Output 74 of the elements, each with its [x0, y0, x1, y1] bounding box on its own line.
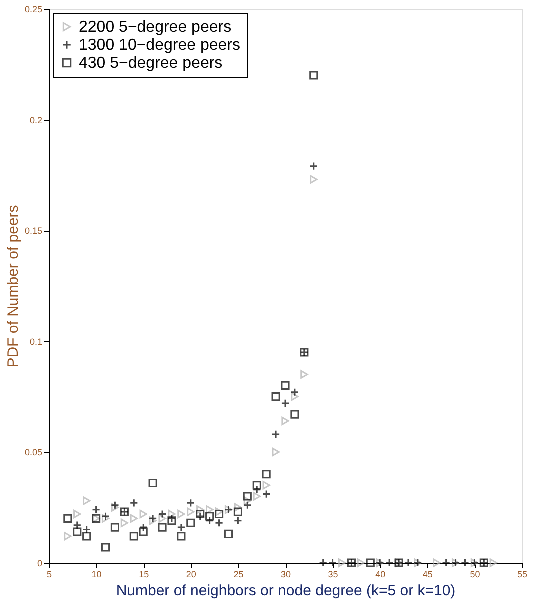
- x-tick-label: 15: [139, 570, 150, 580]
- point: [272, 448, 280, 456]
- point: [130, 514, 138, 523]
- point: [178, 510, 186, 519]
- point: [366, 558, 375, 568]
- point: [206, 506, 214, 514]
- point: [433, 558, 441, 568]
- x-tick-label: 55: [517, 570, 528, 580]
- y-axis-title: PDF of Number of peers: [4, 205, 22, 368]
- y-tick-label: 0.2: [30, 115, 42, 126]
- point: [282, 416, 290, 426]
- point: [196, 510, 205, 519]
- x-tick-label: 20: [186, 570, 196, 580]
- point: [262, 470, 271, 479]
- point: [168, 510, 176, 519]
- point: [281, 381, 290, 390]
- point: [215, 508, 224, 516]
- point: [101, 543, 110, 552]
- point: [140, 510, 148, 519]
- point: [234, 503, 242, 512]
- point: [158, 523, 167, 532]
- x-tick-label: 45: [422, 570, 433, 580]
- point: [120, 518, 128, 528]
- point: [252, 481, 262, 490]
- legend-label: 1300 10−degree peers: [79, 37, 240, 54]
- y-tick-label: 0.1: [30, 336, 42, 347]
- point: [253, 492, 261, 501]
- x-tick-label: 5: [46, 570, 52, 580]
- y-tick-label: 0.25: [24, 4, 42, 14]
- point: [177, 532, 186, 541]
- point: [243, 492, 252, 501]
- point: [234, 508, 242, 516]
- point: [262, 481, 270, 490]
- point: [244, 496, 252, 506]
- point: [291, 392, 299, 402]
- x-tick-label: 50: [470, 570, 480, 580]
- point: [83, 496, 91, 506]
- point: [110, 523, 120, 532]
- point: [149, 516, 157, 526]
- x-tick-label: 40: [376, 570, 386, 580]
- point: [64, 514, 72, 523]
- point: [82, 532, 92, 541]
- point: [64, 532, 72, 541]
- point: [272, 392, 280, 402]
- point: [224, 530, 234, 538]
- point: [130, 532, 138, 541]
- point: [300, 370, 308, 379]
- y-tick-label: 0: [37, 558, 42, 568]
- x-tick-label: 30: [280, 570, 292, 580]
- point: [73, 528, 82, 536]
- x-tick-label: 25: [234, 570, 244, 580]
- x-tick-label: 10: [92, 570, 102, 580]
- point: [187, 508, 195, 516]
- point: [357, 558, 365, 568]
- legend-label: 430 5−degree peers: [79, 55, 223, 72]
- point: [168, 516, 176, 526]
- point: [148, 478, 158, 488]
- point: [206, 512, 214, 521]
- y-tick-label: 0.05: [24, 448, 42, 458]
- point: [158, 514, 166, 523]
- point: [186, 518, 196, 528]
- point: [139, 528, 148, 536]
- point: [310, 175, 318, 184]
- point: [310, 71, 318, 80]
- point: [196, 506, 204, 514]
- y-tick-label: 0.15: [24, 226, 42, 236]
- legend-label: 2200 5−degree peers: [79, 19, 232, 36]
- point: [74, 510, 82, 519]
- point: [214, 510, 224, 519]
- point: [490, 558, 498, 568]
- x-axis-title: Number of neighbors or node degree (k=5 or k=10): [116, 582, 456, 600]
- point: [338, 558, 346, 568]
- point: [290, 410, 300, 419]
- x-tick-label: 35: [328, 570, 338, 580]
